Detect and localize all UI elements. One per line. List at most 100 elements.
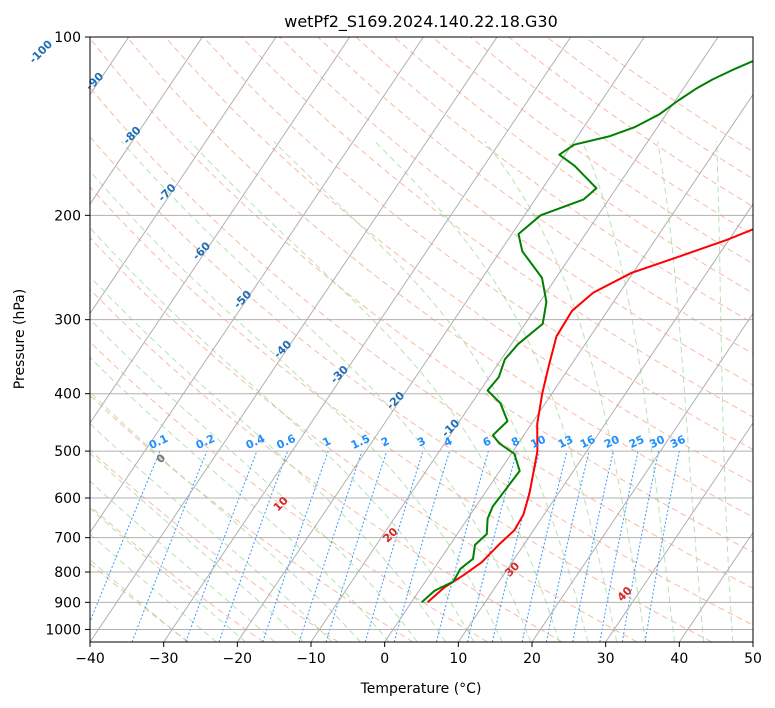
isotherm-line [90, 37, 351, 424]
mixing-ratio-label: 0.6 [275, 432, 298, 452]
dry-adiabat [584, 37, 753, 153]
y-tick-label: 200 [54, 208, 81, 224]
y-tick-label: 900 [54, 595, 81, 611]
moist-adiabat [189, 140, 560, 642]
isotherm-label: -90 [83, 70, 106, 93]
mixing-ratio-line [131, 450, 208, 642]
dewpoint-profile [421, 59, 753, 604]
mixing-ratio-line [644, 451, 680, 642]
y-tick-label: 300 [54, 313, 81, 329]
y-tick-label: 700 [54, 531, 81, 547]
moist-adiabat [716, 141, 734, 642]
mixing-ratio-label: 36 [668, 433, 688, 451]
mixing-ratio-line [298, 450, 363, 642]
y-tick-label: 800 [54, 565, 81, 581]
mixing-ratio-label: 0.4 [244, 432, 267, 452]
grid-lines [90, 37, 753, 642]
isotherm-line [90, 37, 498, 642]
x-axis-label: Temperature (°C) [360, 681, 482, 697]
dry-adiabat [90, 237, 638, 642]
mixing-ratio-label: 3 [415, 434, 427, 449]
dry-adiabat [90, 186, 712, 642]
moist-adiabat [90, 533, 217, 642]
dry-adiabat [431, 37, 753, 265]
x-tick-label: 30 [597, 651, 615, 667]
x-tick-label: −30 [149, 651, 179, 667]
isotherm-label: -40 [271, 338, 294, 361]
mixing-ratio-label: 20 [602, 433, 622, 451]
isotherm-line [236, 37, 645, 642]
adiabat-label: 20 [380, 525, 400, 545]
x-tick-label: 20 [523, 651, 541, 667]
mixing-ratio-label: 16 [578, 433, 598, 451]
moist-adiabat [90, 422, 333, 642]
isotherm-label: -100 [27, 37, 56, 66]
isotherm-line [605, 422, 753, 642]
isotherm-line [531, 312, 753, 642]
background-lines [90, 37, 753, 642]
y-tick-label: 1000 [45, 622, 81, 638]
x-tick-label: −40 [75, 651, 105, 667]
mixing-ratio-line [218, 450, 289, 642]
mixing-ratio-line [185, 450, 258, 642]
plot-frame [89, 36, 754, 643]
dry-adiabat [90, 562, 190, 642]
dry-adiabat [470, 37, 753, 236]
x-axis: −40 −30 −20 −10 0 10 20 30 40 50 [75, 642, 762, 667]
mixing-ratio-line [90, 450, 161, 623]
mixing-ratio-label: 0.1 [147, 432, 170, 452]
isotherm-line [163, 37, 572, 642]
isotherm-line [678, 531, 753, 642]
isotherm-label: -30 [328, 363, 351, 386]
dry-adiabat [90, 449, 339, 642]
y-tick-label: 400 [54, 387, 81, 403]
dry-adiabat [90, 505, 264, 642]
mixing-ratio-line [364, 450, 424, 642]
mixing-ratio-line [325, 450, 388, 642]
dry-adiabat [90, 341, 488, 642]
isotherm-line [90, 37, 203, 205]
isotherm-line [90, 37, 424, 534]
mixing-ratio-line [621, 450, 660, 642]
isotherm-label: -70 [155, 181, 178, 204]
isotherm-line [752, 641, 753, 642]
isotherm-line [90, 37, 277, 315]
line-labels: 0.1 0.2 0.4 0.6 1 1.5 2 3 4 6 8 10 13 16 20 25 30 36-100-… [27, 37, 688, 604]
dry-adiabat [393, 37, 753, 294]
mixing-ratio-label: 1 [321, 434, 333, 449]
temperature-profile [426, 228, 753, 604]
mixing-ratio-line [435, 450, 489, 642]
adiabat-label: 40 [615, 584, 635, 604]
x-tick-label: −20 [223, 651, 253, 667]
moist-adiabat [121, 140, 532, 642]
adiabat-label: 10 [271, 494, 291, 514]
profile-curves [421, 59, 753, 604]
isotherm-line [384, 93, 753, 642]
mixing-ratio-label: 1.5 [349, 432, 372, 452]
chart-title: wetPf2_S169.2024.140.22.18.G30 [284, 12, 558, 32]
moist-adiabat [374, 140, 618, 642]
y-axis-label: Pressure (hPa) [12, 289, 28, 389]
y-tick-label: 600 [54, 491, 81, 507]
mixing-ratio-label: 25 [627, 433, 646, 451]
isotherm-label: -20 [384, 389, 407, 412]
dry-adiabat [279, 37, 753, 386]
dry-adiabat [90, 394, 414, 642]
dry-adiabat [90, 136, 753, 626]
adiabat-label: 30 [502, 559, 522, 579]
isotherm-line [457, 203, 753, 642]
mixing-ratio-label: 30 [647, 433, 667, 451]
mixing-ratio-line [599, 450, 639, 642]
dry-adiabat [90, 86, 753, 589]
mixing-ratio-line [545, 450, 590, 642]
x-tick-label: 50 [744, 651, 762, 667]
y-tick-label: 500 [54, 444, 81, 460]
dry-adiabat [241, 37, 753, 418]
mixing-ratio-line [467, 450, 518, 642]
isotherm-line [310, 37, 719, 642]
isotherm-label: -50 [231, 288, 254, 311]
mixing-ratio-line [521, 450, 568, 642]
moist-adiabat [90, 480, 275, 642]
